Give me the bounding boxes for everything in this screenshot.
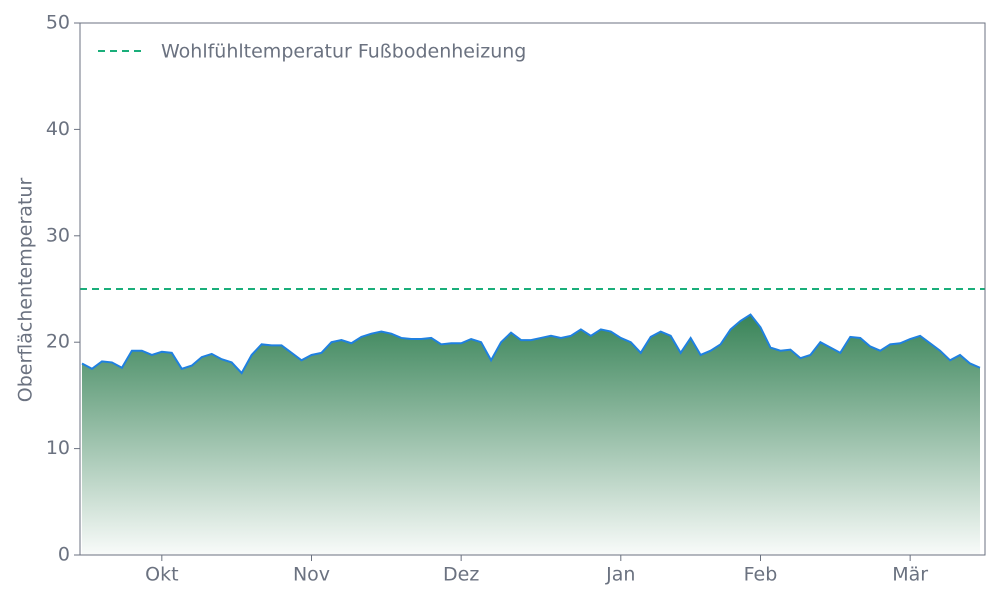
x-tick-label: Mär — [892, 564, 928, 586]
x-tick-label: Okt — [145, 564, 178, 586]
x-tick-label: Jan — [605, 564, 635, 586]
y-tick-label: 10 — [46, 437, 70, 459]
line — [81, 313, 981, 375]
y-tick-label: 50 — [46, 12, 70, 34]
area — [82, 314, 980, 555]
x-tick-label: Dez — [443, 564, 479, 586]
y-tick-label: 20 — [46, 331, 70, 353]
y-tick-label: 40 — [46, 118, 70, 140]
plot-frame — [79, 22, 986, 556]
x-tick-label: Nov — [293, 564, 330, 586]
y-axis-title: Oberflächentemperatur — [15, 178, 37, 403]
x-tick-label: Feb — [744, 564, 778, 586]
y-tick-label: 0 — [58, 544, 70, 566]
legend-label: Wohlfühltemperatur Fußbodenheizung — [161, 41, 526, 63]
y-tick-label: 30 — [46, 224, 70, 246]
